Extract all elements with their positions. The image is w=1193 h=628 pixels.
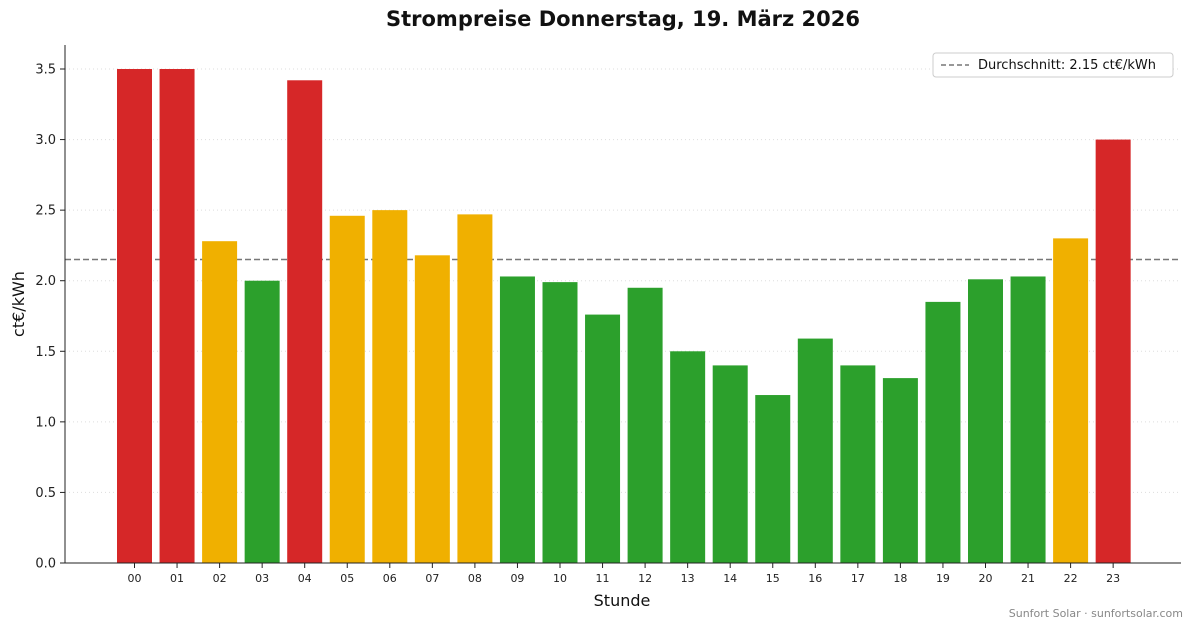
x-tick-label-03: 03 <box>255 572 269 585</box>
x-tick-label-05: 05 <box>340 572 354 585</box>
bar-07 <box>414 255 450 563</box>
x-tick-label-15: 15 <box>766 572 780 585</box>
bar-00 <box>117 68 152 563</box>
bar-17 <box>840 365 876 563</box>
bar-22 <box>1053 238 1089 563</box>
x-tick-label-07: 07 <box>425 572 439 585</box>
x-tick-label-21: 21 <box>1021 572 1035 585</box>
x-tick-label-09: 09 <box>510 572 524 585</box>
bars <box>117 68 1131 564</box>
x-tick-label-01: 01 <box>170 572 184 585</box>
x-tick-label-18: 18 <box>893 572 907 585</box>
y-axis-label: ct€/kWh <box>9 271 28 337</box>
bar-01 <box>159 68 195 563</box>
x-ticks: 00 01 02 03 04 05 06 07 08 09 10 11 12 13 14 15 16 17 18 19… <box>128 563 1120 585</box>
y-tick-label-7: 3.5 <box>35 62 56 77</box>
y-tick-label-1: 0.5 <box>35 486 56 501</box>
x-axis-label: Stunde <box>594 591 651 610</box>
bar-19 <box>925 301 961 563</box>
y-tick-label-4: 2.0 <box>35 274 56 289</box>
bar-03 <box>244 280 280 563</box>
bar-16 <box>797 338 833 563</box>
x-tick-label-22: 22 <box>1064 572 1078 585</box>
legend-box <box>932 52 1174 78</box>
x-tick-label-08: 08 <box>468 572 482 585</box>
axes <box>64 45 1181 564</box>
x-tick-label-17: 17 <box>851 572 865 585</box>
y-tick-label-3: 1.5 <box>35 345 56 360</box>
x-tick-label-13: 13 <box>681 572 695 585</box>
x-tick-label-06: 06 <box>383 572 397 585</box>
y-tick-label-0: 0.0 <box>35 557 56 572</box>
bar-21 <box>1010 276 1046 563</box>
bar-13 <box>670 351 706 563</box>
x-tick-label-20: 20 <box>979 572 993 585</box>
bar-09 <box>499 276 535 563</box>
x-tick-label-00: 00 <box>128 572 142 585</box>
y-tick-label-6: 3.0 <box>35 133 56 148</box>
bar-04 <box>287 80 323 563</box>
bar-15 <box>755 395 791 563</box>
bar-06 <box>372 210 408 563</box>
bar-05 <box>329 215 365 564</box>
footer-credit: Sunfort Solar · sunfortsolar.com <box>1009 607 1183 620</box>
y-ticks: 0.0 0.5 1.0 1.5 2.0 2.5 3.0 3.5 <box>35 62 65 572</box>
x-tick-label-12: 12 <box>638 572 652 585</box>
x-tick-label-11: 11 <box>596 572 610 585</box>
y-tick-label-2: 1.0 <box>35 415 56 430</box>
x-tick-label-16: 16 <box>808 572 822 585</box>
legend: Durchschnitt: 2.15 ct€/kWh <box>932 52 1174 78</box>
x-tick-label-10: 10 <box>553 572 567 585</box>
legend-average-label: Durchschnitt: 2.15 ct€/kWh <box>978 58 1156 73</box>
bar-23 <box>1095 139 1131 563</box>
bar-11 <box>585 314 621 563</box>
x-tick-label-04: 04 <box>298 572 312 585</box>
x-tick-label-14: 14 <box>723 572 737 585</box>
x-tick-label-23: 23 <box>1106 572 1120 585</box>
bar-12 <box>627 287 663 563</box>
x-tick-label-19: 19 <box>936 572 950 585</box>
y-tick-label-5: 2.5 <box>35 204 56 219</box>
bar-10 <box>542 282 578 563</box>
bar-02 <box>202 241 238 563</box>
bar-18 <box>882 378 918 563</box>
bar-14 <box>712 365 748 563</box>
bar-20 <box>968 279 1003 563</box>
bar-08 <box>457 214 493 563</box>
chart-title: Strompreise Donnerstag, 19. März 2026 <box>386 7 860 31</box>
x-tick-label-02: 02 <box>213 572 227 585</box>
